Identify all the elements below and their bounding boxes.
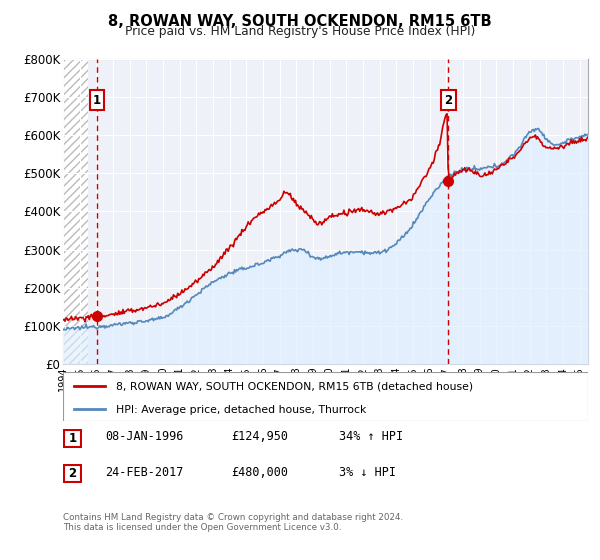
Text: 1: 1 (93, 94, 101, 106)
Text: £480,000: £480,000 (231, 465, 288, 479)
Text: 8, ROWAN WAY, SOUTH OCKENDON, RM15 6TB (detached house): 8, ROWAN WAY, SOUTH OCKENDON, RM15 6TB (… (115, 381, 473, 391)
Text: 08-JAN-1996: 08-JAN-1996 (105, 430, 184, 444)
Text: Price paid vs. HM Land Registry's House Price Index (HPI): Price paid vs. HM Land Registry's House … (125, 25, 475, 38)
Text: 1: 1 (68, 432, 77, 445)
Text: 34% ↑ HPI: 34% ↑ HPI (339, 430, 403, 444)
Text: 2: 2 (68, 467, 77, 480)
Text: 2: 2 (444, 94, 452, 106)
Text: Contains HM Land Registry data © Crown copyright and database right 2024.: Contains HM Land Registry data © Crown c… (63, 513, 403, 522)
Text: 8, ROWAN WAY, SOUTH OCKENDON, RM15 6TB: 8, ROWAN WAY, SOUTH OCKENDON, RM15 6TB (108, 14, 492, 29)
Text: £124,950: £124,950 (231, 430, 288, 444)
Text: 24-FEB-2017: 24-FEB-2017 (105, 465, 184, 479)
Text: HPI: Average price, detached house, Thurrock: HPI: Average price, detached house, Thur… (115, 405, 366, 415)
Text: This data is licensed under the Open Government Licence v3.0.: This data is licensed under the Open Gov… (63, 523, 341, 532)
Text: 3% ↓ HPI: 3% ↓ HPI (339, 465, 396, 479)
